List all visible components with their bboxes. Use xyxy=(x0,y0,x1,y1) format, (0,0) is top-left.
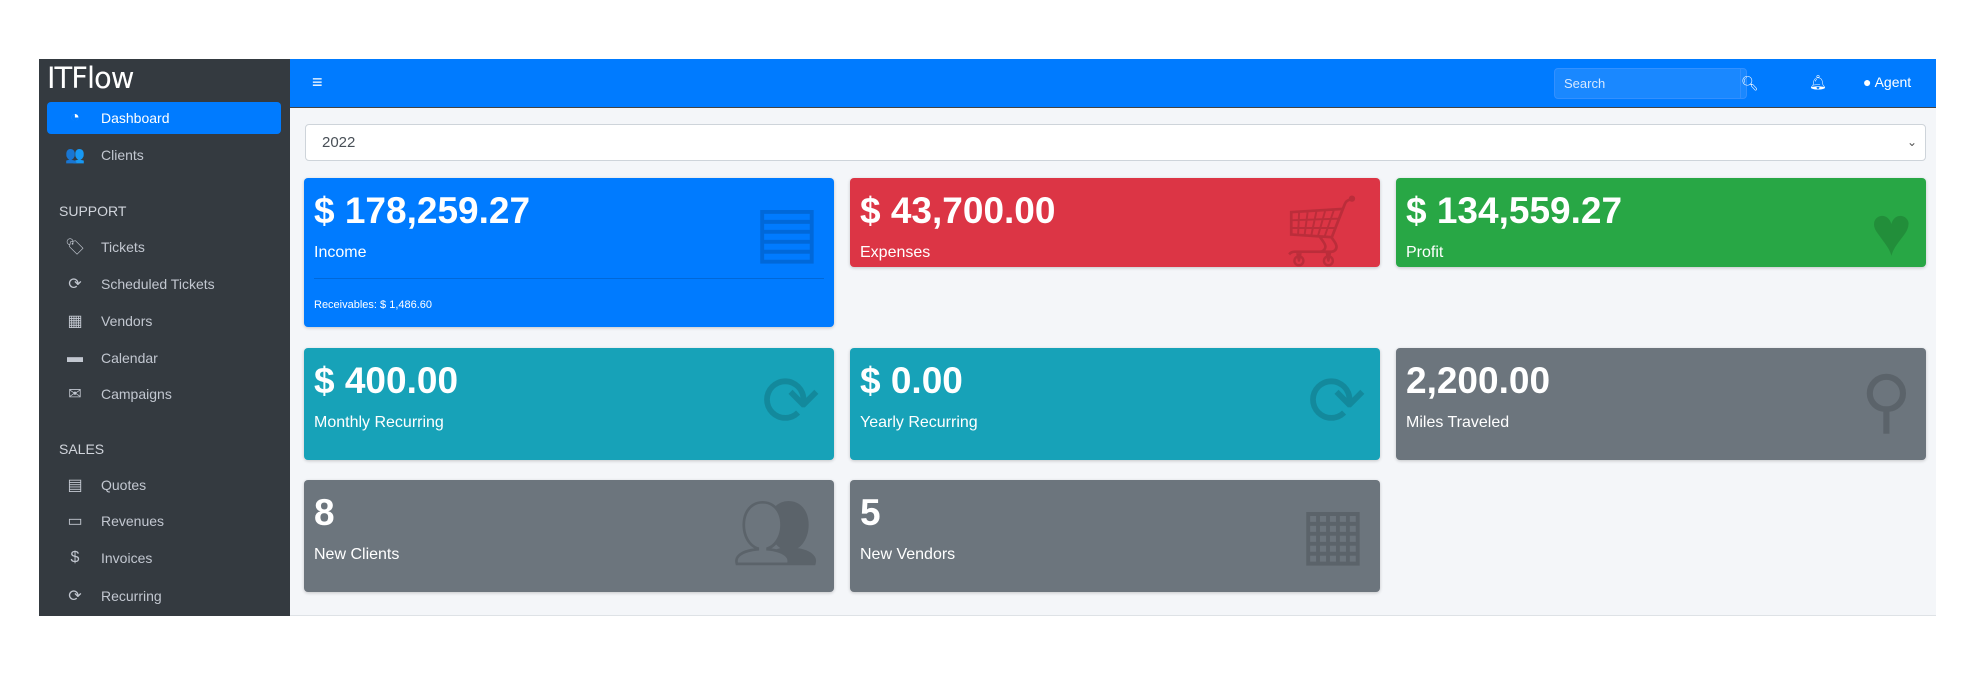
card-value: 2,200.00 xyxy=(1406,360,1551,401)
users-icon: 👥︎ xyxy=(731,494,820,572)
card-value: $ 43,700.00 xyxy=(860,190,1056,231)
card-value: $ 0.00 xyxy=(860,360,963,401)
card-label: Expenses xyxy=(860,244,931,261)
monthly-recurring-card[interactable]: $ 400.00 Monthly Recurring ⟳ xyxy=(304,348,834,460)
user-menu[interactable]: ● Agent xyxy=(1863,74,1911,90)
year-value: 2022 xyxy=(322,134,356,151)
sidebar-item-clients[interactable]: 👥 Clients xyxy=(47,139,281,171)
new-clients-card[interactable]: 8 New Clients 👥︎ xyxy=(304,480,834,592)
sidebar-item-label: Recurring xyxy=(101,588,162,604)
tags-icon: 🏷 xyxy=(64,239,86,256)
sidebar-item-invoices[interactable]: $ Invoices xyxy=(47,542,281,574)
new-vendors-card[interactable]: 5 New Vendors ▦ xyxy=(850,480,1380,592)
card-label: Income xyxy=(314,244,367,261)
file-invoice-dollar-icon: $ xyxy=(70,549,80,566)
sidebar-item-label: Quotes xyxy=(101,477,147,493)
section-header-support: SUPPORT xyxy=(59,203,127,219)
sidebar-item-label: Revenues xyxy=(101,513,165,529)
year-select[interactable]: 2022 ⌄ xyxy=(305,124,1926,161)
yearly-recurring-card[interactable]: $ 0.00 Yearly Recurring ⟳ xyxy=(850,348,1380,460)
card-value: $ 400.00 xyxy=(314,360,459,401)
tachometer-icon: ◔ xyxy=(70,109,80,126)
sidebar-item-label: Dashboard xyxy=(101,110,170,126)
profit-card[interactable]: $ 134,559.27 Profit ♥ xyxy=(1396,178,1926,267)
chevron-down-icon: ⌄ xyxy=(1906,135,1917,149)
user-circle-icon: ● xyxy=(1863,74,1872,90)
sidebar-item-label: Tickets xyxy=(101,239,145,255)
expenses-card[interactable]: $ 43,700.00 Expenses 🛒︎ xyxy=(850,178,1380,267)
receivables-text: Receivables: $ 1,486.60 xyxy=(314,278,824,311)
sync-icon: ⟳ xyxy=(1307,362,1366,440)
sync-icon: ⟳ xyxy=(68,588,82,605)
card-value: 5 xyxy=(860,492,881,533)
card-value: 8 xyxy=(314,492,335,533)
shopping-cart-icon: 🛒︎ xyxy=(1277,192,1366,267)
card-label: New Vendors xyxy=(860,546,956,563)
heart-icon: ♥ xyxy=(1870,192,1912,267)
sidebar-item-label: Scheduled Tickets xyxy=(101,276,215,292)
sidebar-item-dashboard[interactable]: ◔ Dashboard xyxy=(47,102,281,134)
sidebar-item-vendors[interactable]: ▦ Vendors xyxy=(47,305,281,337)
card-label: Yearly Recurring xyxy=(860,414,978,431)
card-label: Miles Traveled xyxy=(1406,414,1510,431)
search-icon: 🔍︎ xyxy=(1741,75,1759,91)
envelope-icon: ✉ xyxy=(68,386,82,403)
credit-card-icon: ▭ xyxy=(67,513,83,530)
sidebar-item-scheduled-tickets[interactable]: ⟳ Scheduled Tickets xyxy=(47,268,281,300)
calendar-icon: ▬ xyxy=(67,349,83,366)
credit-card-icon: ▤ xyxy=(753,192,820,270)
sidebar-item-label: Campaigns xyxy=(101,386,172,402)
card-label: New Clients xyxy=(314,546,400,563)
section-header-sales: SALES xyxy=(59,441,105,457)
card-label: Profit xyxy=(1406,244,1444,261)
sidebar-item-label: Clients xyxy=(101,147,144,163)
sidebar-item-label: Invoices xyxy=(101,550,153,566)
sidebar-item-tickets[interactable]: 🏷 Tickets xyxy=(47,231,281,263)
sidebar-item-campaigns[interactable]: ✉ Campaigns xyxy=(47,378,281,410)
sync-icon: ⟳ xyxy=(68,276,82,293)
search-form: 🔍︎ xyxy=(1554,68,1759,99)
main-content: 2022 ⌄ $ 178,259.27 Income ▤ Receivables:… xyxy=(290,108,1936,616)
hamburger-menu-icon[interactable]: ≡ xyxy=(312,72,323,92)
sidebar-item-label: Vendors xyxy=(101,313,153,329)
file-icon: ▤ xyxy=(67,477,83,494)
search-button[interactable]: 🔍︎ xyxy=(1740,69,1759,98)
sidebar: ITFlow ◔ Dashboard 👥 Clients SUPPORT 🏷 Tick… xyxy=(39,59,290,616)
top-navbar: ≡ 🔍︎ 🔔︎ ● Agent xyxy=(290,59,1936,108)
income-card[interactable]: $ 178,259.27 Income ▤ Receivables: $ 1,4… xyxy=(304,178,834,327)
sync-icon: ⟳ xyxy=(761,362,820,440)
route-icon: ⚲ xyxy=(1860,362,1912,440)
miles-traveled-card[interactable]: 2,200.00 Miles Traveled ⚲ xyxy=(1396,348,1926,460)
user-name: Agent xyxy=(1874,74,1912,90)
card-label: Monthly Recurring xyxy=(314,414,444,431)
building-icon: ▦ xyxy=(1299,494,1366,572)
sidebar-item-calendar[interactable]: ▬ Calendar xyxy=(47,342,281,374)
sidebar-item-quotes[interactable]: ▤ Quotes xyxy=(47,469,281,501)
users-icon: 👥 xyxy=(65,147,85,164)
bell-icon[interactable]: 🔔︎ xyxy=(1809,74,1827,90)
search-input[interactable] xyxy=(1555,69,1740,98)
sidebar-item-recurring[interactable]: ⟳ Recurring xyxy=(47,580,281,612)
card-value: $ 134,559.27 xyxy=(1406,190,1623,231)
sidebar-item-label: Calendar xyxy=(101,350,158,366)
sidebar-item-revenues[interactable]: ▭ Revenues xyxy=(47,505,281,537)
building-icon: ▦ xyxy=(67,313,83,330)
card-value: $ 178,259.27 xyxy=(314,190,531,231)
brand-logo[interactable]: ITFlow xyxy=(47,61,134,95)
